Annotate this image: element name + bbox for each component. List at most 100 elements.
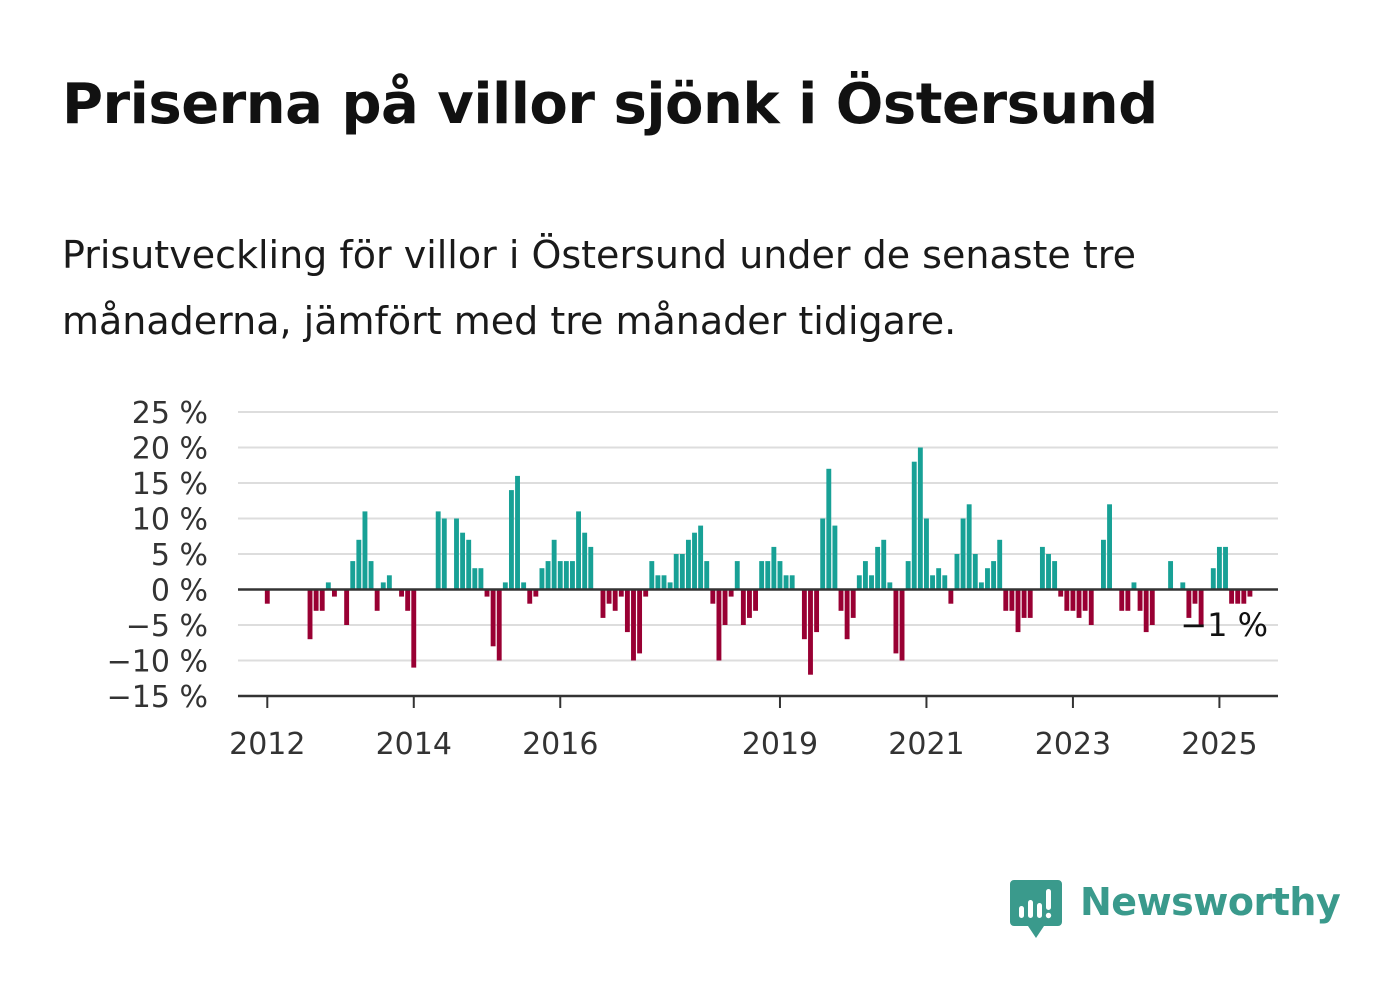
bar-negative bbox=[747, 589, 752, 618]
bar-positive bbox=[862, 561, 868, 590]
bar-positive bbox=[881, 539, 887, 590]
bar-positive bbox=[917, 447, 923, 590]
bar-negative bbox=[844, 589, 850, 640]
bar-positive bbox=[1168, 561, 1174, 590]
bar-positive bbox=[1107, 504, 1112, 590]
bar-negative bbox=[1070, 589, 1076, 611]
newsworthy-logo[interactable]: Newsworthy bbox=[1010, 878, 1341, 944]
bar-negative bbox=[624, 589, 630, 633]
bar-positive bbox=[820, 518, 826, 590]
bar-positive bbox=[911, 461, 917, 590]
bar-negative bbox=[527, 589, 533, 604]
bar-positive bbox=[582, 532, 588, 590]
bar-negative bbox=[740, 589, 746, 625]
bar-positive bbox=[832, 525, 838, 590]
bar-positive bbox=[649, 561, 655, 590]
bar-positive bbox=[905, 561, 911, 590]
bar-negative bbox=[490, 589, 496, 647]
bar-positive bbox=[972, 554, 978, 590]
axes bbox=[238, 588, 1278, 708]
bar-positive bbox=[1223, 546, 1228, 590]
x-tick-label: 2014 bbox=[376, 727, 452, 762]
bar-positive bbox=[887, 582, 893, 590]
bar-positive bbox=[350, 561, 356, 590]
x-tick-label: 2021 bbox=[888, 727, 964, 762]
bar-positive bbox=[667, 582, 673, 590]
bar-positive bbox=[924, 518, 929, 590]
latest-value-annotation: −1 % bbox=[1180, 606, 1268, 644]
bar-negative bbox=[850, 589, 856, 618]
bar-negative bbox=[319, 589, 325, 611]
bar-negative bbox=[753, 589, 758, 611]
bar-negative bbox=[838, 589, 844, 611]
bar-negative bbox=[405, 589, 411, 611]
bar-negative bbox=[1027, 589, 1033, 618]
bar-positive bbox=[966, 504, 972, 590]
bar-positive bbox=[508, 490, 514, 590]
bar-negative bbox=[1064, 589, 1070, 611]
bar-positive bbox=[685, 539, 691, 590]
bar-positive bbox=[1180, 582, 1186, 590]
bar-negative bbox=[1235, 589, 1241, 604]
bar-negative bbox=[1229, 589, 1235, 604]
bar-positive bbox=[563, 561, 569, 590]
x-tick-label: 2023 bbox=[1035, 727, 1111, 762]
bar-negative bbox=[710, 589, 716, 604]
bar-positive bbox=[557, 561, 563, 590]
bar-negative bbox=[716, 589, 722, 661]
y-tick-label: 20 % bbox=[132, 432, 208, 467]
x-tick-label: 2016 bbox=[522, 727, 598, 762]
bar-positive bbox=[783, 575, 789, 590]
bar-positive bbox=[551, 539, 557, 590]
tick-labels: −15 %−10 %−5 %0 %5 %10 %15 %20 %25 % 2012… bbox=[107, 396, 1268, 762]
x-tick-label: 2025 bbox=[1181, 727, 1257, 762]
gridlines bbox=[238, 411, 1278, 662]
bar-positive bbox=[386, 575, 392, 590]
bar-negative bbox=[1003, 589, 1009, 611]
newsworthy-logo-icon bbox=[1010, 880, 1062, 938]
bar-positive bbox=[570, 561, 575, 590]
bar-negative bbox=[1088, 589, 1094, 625]
bar-positive bbox=[869, 575, 874, 590]
y-tick-label: 0 % bbox=[151, 574, 208, 609]
bar-negative bbox=[722, 589, 728, 625]
bar-negative bbox=[313, 589, 319, 611]
bar-negative bbox=[533, 589, 539, 597]
bar-positive bbox=[521, 582, 527, 590]
bar-negative bbox=[1143, 589, 1149, 633]
bar-positive bbox=[472, 568, 478, 590]
bar-negative bbox=[484, 589, 490, 597]
bar-positive bbox=[380, 582, 386, 590]
bar-positive bbox=[576, 511, 581, 590]
bar-positive bbox=[759, 561, 765, 590]
bar-positive bbox=[502, 582, 508, 590]
bar-positive bbox=[655, 575, 661, 590]
bar-positive bbox=[466, 539, 472, 590]
bar-positive bbox=[454, 518, 459, 590]
bar-positive bbox=[673, 554, 679, 590]
bar-positive bbox=[588, 546, 594, 590]
bar-positive bbox=[856, 575, 862, 590]
x-tick-label: 2019 bbox=[742, 727, 818, 762]
bar-positive bbox=[698, 525, 704, 590]
bar-positive bbox=[435, 511, 441, 590]
bar-negative bbox=[618, 589, 624, 597]
bar-negative bbox=[1015, 589, 1021, 633]
bar-negative bbox=[948, 589, 954, 604]
bar-negative bbox=[1192, 589, 1198, 604]
bar-negative bbox=[893, 589, 899, 654]
bar-negative bbox=[331, 589, 337, 597]
bar-negative bbox=[1149, 589, 1155, 625]
bar-positive bbox=[539, 568, 545, 590]
bar-positive bbox=[942, 575, 948, 590]
x-tick-label: 2012 bbox=[229, 727, 305, 762]
bar-positive bbox=[978, 582, 984, 590]
bar-positive bbox=[771, 546, 777, 590]
bar-negative bbox=[264, 589, 270, 604]
bar-negative bbox=[1137, 589, 1143, 611]
bar-positive bbox=[362, 511, 368, 590]
bar-positive bbox=[954, 554, 960, 590]
bar-negative bbox=[307, 589, 313, 640]
bar-positive bbox=[826, 468, 832, 590]
